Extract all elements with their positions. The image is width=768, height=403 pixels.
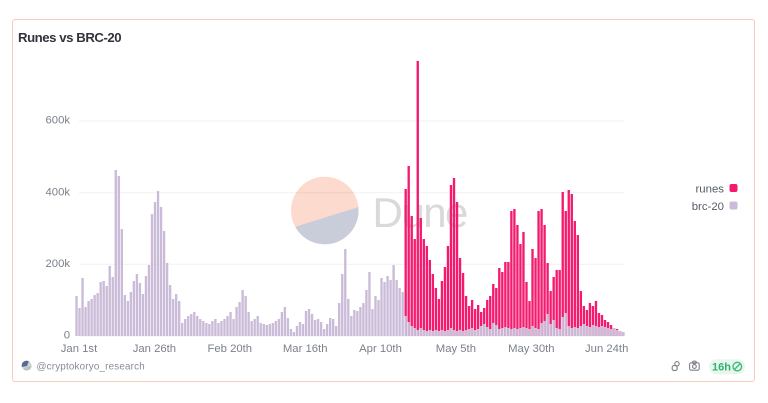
svg-text:600k: 600k: [46, 115, 71, 127]
svg-text:200k: 200k: [46, 258, 71, 270]
svg-text:May 5th: May 5th: [436, 343, 476, 355]
svg-text:Apr 10th: Apr 10th: [359, 343, 402, 355]
svg-text:runes: runes: [696, 183, 725, 195]
svg-text:Jan 1st: Jan 1st: [61, 343, 98, 355]
svg-text:@cryptokoryo_research: @cryptokoryo_research: [37, 362, 145, 373]
svg-text:May 30th: May 30th: [508, 343, 554, 355]
svg-text:Mar 16th: Mar 16th: [283, 343, 328, 355]
svg-text:16h: 16h: [712, 361, 731, 373]
svg-text:0: 0: [64, 330, 70, 342]
svg-text:Feb 20th: Feb 20th: [208, 343, 253, 355]
svg-text:brc-20: brc-20: [692, 201, 724, 213]
svg-text:Jun 24th: Jun 24th: [585, 343, 628, 355]
svg-text:Jan 26th: Jan 26th: [133, 343, 176, 355]
svg-text:400k: 400k: [46, 186, 71, 198]
